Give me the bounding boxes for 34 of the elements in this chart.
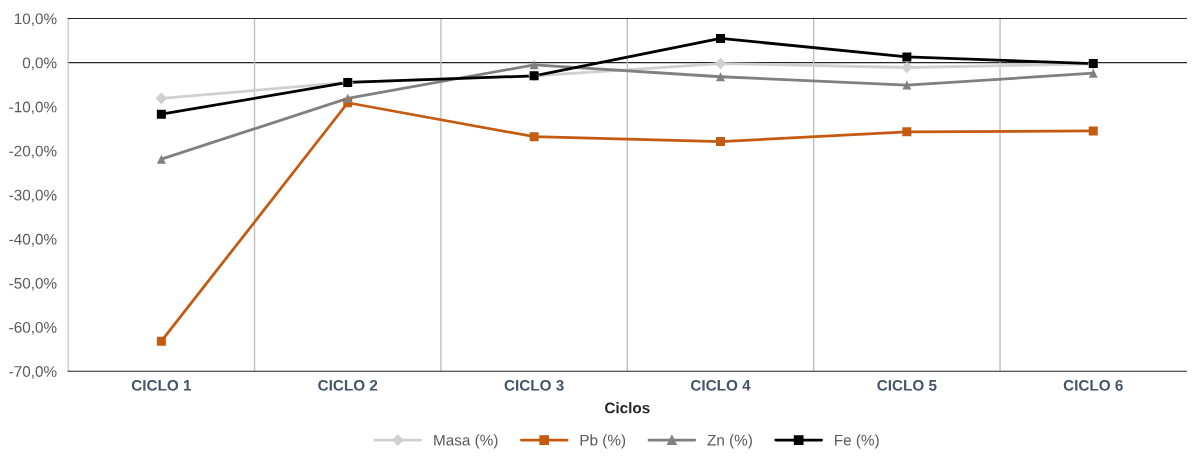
point [156,109,166,119]
legend-label: Fe (%) [835,434,879,449]
point [156,336,166,346]
x-tick-label: CICLO 1 [131,379,192,391]
point [156,154,166,164]
point [715,72,725,82]
y-tick-label: 0,0% [22,57,57,71]
x-tick-label: CICLO 6 [1063,379,1123,391]
x-tick-label: CICLO 5 [877,379,937,391]
y-tick-label: -50,0% [9,277,57,291]
point [1088,68,1098,78]
point [1088,126,1098,136]
y-tick-label: -30,0% [9,189,57,203]
legend-label: Masa (%) [434,434,498,449]
x-tick-label: CICLO 4 [690,379,751,391]
y-tick-label: -20,0% [9,145,57,159]
y-tick-label: -40,0% [9,233,57,247]
point [902,127,912,137]
point [343,93,353,103]
point [529,132,539,142]
point [902,80,912,90]
legend-label: Pb (%) [580,434,626,449]
y-tick-label: -10,0% [9,101,57,115]
point [714,57,727,70]
y-tick-label: -70,0% [9,366,57,379]
point [715,33,725,43]
x-tick-label: CICLO 2 [318,379,378,391]
legend-label: Zn (%) [707,434,752,449]
point [715,137,725,147]
point [902,52,912,62]
x-tick-label: CICLO 3 [504,379,564,391]
y-tick-label: -60,0% [9,321,57,335]
y-tick-label: 10,0% [14,13,57,27]
x-axis-title: Ciclos [605,402,650,414]
